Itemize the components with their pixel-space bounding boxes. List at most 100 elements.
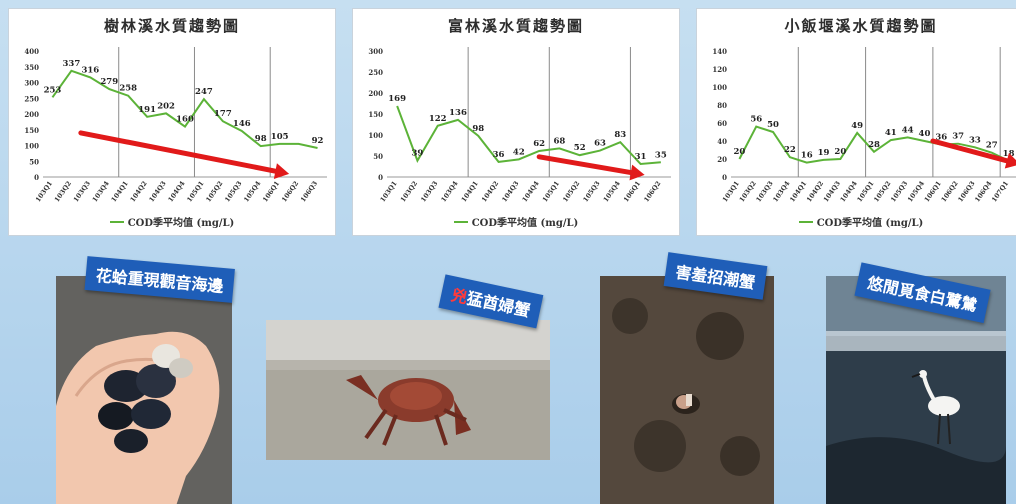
x-tick-label: 104Q2: [480, 180, 500, 204]
data-label: 33: [969, 135, 981, 145]
x-tick-label: 105Q3: [581, 179, 601, 203]
data-label: 28: [868, 140, 880, 150]
data-label: 146: [233, 119, 251, 129]
trend-arrow-shaft: [930, 138, 1010, 164]
data-label: 18: [1003, 149, 1015, 159]
trend-arrow-shaft: [78, 130, 278, 174]
data-label: 27: [986, 141, 998, 151]
data-label: 68: [554, 136, 566, 146]
legend-label: COD季平均值 (mg/L): [127, 218, 235, 229]
crab-on-sand-image: [266, 320, 550, 460]
x-tick-label: 103Q2: [53, 180, 73, 204]
data-label: 22: [784, 145, 796, 155]
chart-legend: COD季平均值 (mg/L): [353, 214, 679, 229]
chart-title: 富林溪水質趨勢圖: [447, 17, 584, 35]
data-label: 98: [255, 134, 267, 144]
photo-fiddler-crab: [600, 276, 774, 504]
y-tick-label: 200: [368, 89, 383, 98]
x-tick-label: 105Q3: [223, 179, 243, 203]
y-tick-label: 150: [24, 126, 39, 135]
data-label: 41: [885, 128, 897, 138]
data-label: 49: [851, 121, 863, 131]
x-tick-label: 103Q3: [72, 179, 92, 203]
fiddler-crab-image: [600, 276, 774, 504]
photo-egret: [826, 276, 1006, 504]
series-line: [396, 105, 661, 166]
series-line: [51, 69, 318, 149]
y-tick-label: 300: [368, 47, 383, 56]
y-tick-label: 100: [712, 83, 727, 92]
x-tick-label: 106Q3: [299, 179, 319, 203]
chart-panel-fulin: 富林溪水質趨勢圖 0 50 100 150 200 250 300 103Q1 103Q2 103…: [352, 8, 680, 236]
data-label: 50: [767, 120, 779, 130]
data-label: 177: [214, 109, 232, 119]
y-tick-label: 100: [24, 142, 39, 151]
x-tick-label: 106Q2: [642, 180, 662, 204]
y-tick-label: 300: [24, 79, 39, 88]
data-label: 44: [902, 125, 914, 135]
clams-in-hand-image: [56, 276, 232, 504]
trend-arrow-head: [273, 163, 290, 179]
y-tick-label: 150: [368, 110, 383, 119]
trend-arrow-head: [1004, 153, 1016, 169]
y-tick-label: 60: [717, 119, 727, 128]
data-label: 37: [952, 132, 964, 142]
data-label: 36: [935, 133, 947, 143]
caption-text: 猛酋婦蟹: [465, 288, 532, 321]
data-label: 98: [472, 124, 484, 134]
chart-title: 小飯堰溪水質趨勢圖: [784, 17, 938, 35]
x-tick-label: 103Q4: [91, 179, 111, 203]
chart-xiaofanyan: 020406080100120140103Q1103Q2103Q3103Q410…: [712, 47, 1016, 204]
x-tick-label: 104Q4: [166, 179, 186, 203]
legend-label: COD季平均值 (mg/L): [816, 218, 924, 229]
data-label: 36: [493, 150, 505, 160]
x-tick-label: 106Q1: [261, 180, 281, 204]
chart-legend: COD季平均值 (mg/L): [9, 214, 335, 229]
chart-title: 樹林溪水質趨勢圖: [103, 17, 240, 35]
x-tick-label: 104Q3: [148, 179, 168, 203]
y-tick-label: 120: [712, 65, 727, 74]
trend-arrow-shaft: [536, 154, 634, 176]
x-tick-label: 105Q1: [185, 180, 205, 204]
data-label: 20: [834, 147, 846, 157]
data-label: 202: [157, 101, 175, 111]
legend-line-swatch: [453, 220, 468, 223]
x-tick-label: 105Q2: [204, 180, 224, 204]
data-label: 136: [449, 108, 467, 118]
data-label: 62: [533, 139, 545, 149]
y-tick-label: 0: [34, 173, 39, 182]
data-label: 160: [176, 115, 194, 125]
data-label: 19: [818, 148, 830, 158]
x-tick-label: 104Q2: [129, 180, 149, 204]
legend-label: COD季平均值 (mg/L): [471, 218, 579, 229]
y-tick-label: 0: [722, 173, 727, 182]
legend-line-swatch: [109, 220, 124, 223]
y-tick-label: 100: [368, 131, 383, 140]
data-label: 42: [513, 147, 525, 157]
x-tick-label: 103Q4: [439, 179, 459, 203]
y-tick-label: 50: [29, 157, 39, 166]
y-tick-label: 140: [712, 47, 727, 56]
y-tick-label: 80: [717, 101, 727, 110]
data-label: 105: [271, 132, 289, 142]
series-line: [738, 125, 1010, 164]
x-tick-label: 107Q1: [990, 180, 1010, 204]
x-tick-label: 104Q1: [110, 180, 130, 204]
chart-panel-xiaofanyan: 小飯堰溪水質趨勢圖 0 20 40 60 80 100 120 140 103Q1 103Q2 10…: [696, 8, 1016, 236]
x-tick-label: 105Q4: [242, 179, 262, 203]
data-label: 92: [312, 136, 324, 146]
caption-text: 花蛤重現觀音海邊: [95, 265, 225, 296]
data-label: 31: [635, 152, 647, 162]
data-label: 52: [574, 143, 586, 153]
data-label: 83: [614, 130, 626, 140]
data-label: 279: [100, 77, 118, 87]
caption-text: 害羞招潮蟹: [674, 262, 757, 293]
y-tick-label: 50: [373, 152, 383, 161]
x-tick-label: 104Q1: [460, 180, 480, 204]
chart-legend: COD季平均值 (mg/L): [697, 214, 1016, 229]
data-label: 39: [412, 149, 424, 159]
data-label: 122: [429, 114, 447, 124]
egret-image: [826, 276, 1006, 504]
x-tick-label: 104Q4: [521, 179, 541, 203]
